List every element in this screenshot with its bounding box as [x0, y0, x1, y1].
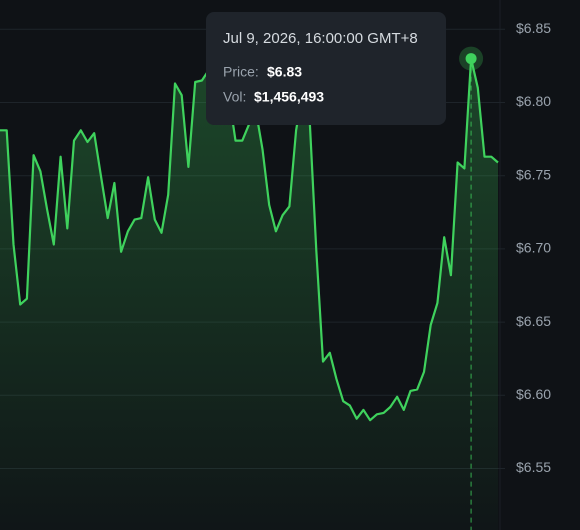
price-area: [0, 58, 498, 530]
y-tick-label: $6.80: [516, 93, 551, 109]
y-tick-label: $6.60: [516, 386, 551, 402]
tooltip-price: $6.83: [267, 64, 302, 80]
tooltip-box: [206, 12, 446, 125]
tooltip: Jul 9, 2026, 16:00:00 GMT+8 Price: $6.83…: [206, 12, 446, 125]
y-tick-label: $6.70: [516, 240, 551, 256]
y-tick-label: $6.75: [516, 166, 551, 182]
y-tick-label: $6.85: [516, 20, 551, 36]
tooltip-volume: $1,456,493: [254, 89, 324, 105]
tooltip-volume-label: Vol:: [223, 89, 246, 105]
tooltip-date: Jul 9, 2026, 16:00:00 GMT+8: [223, 30, 418, 47]
highlight-point: [465, 53, 477, 65]
y-tick-label: $6.55: [516, 459, 551, 475]
tooltip-price-label: Price:: [223, 64, 259, 80]
y-tick-label: $6.65: [516, 313, 551, 329]
